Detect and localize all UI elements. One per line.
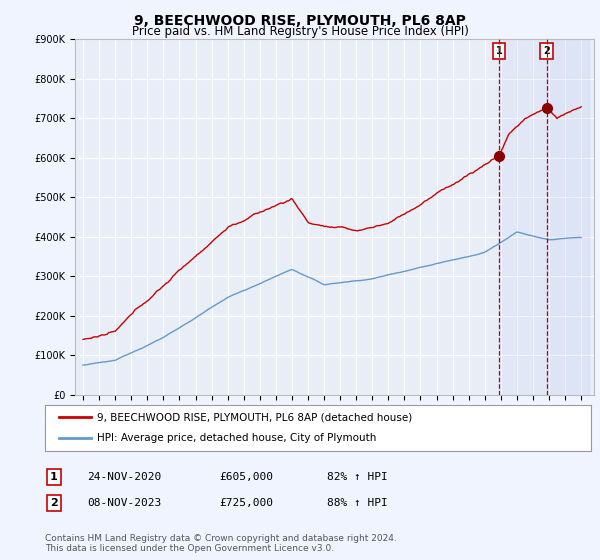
Text: 2: 2 <box>543 46 550 56</box>
Text: £605,000: £605,000 <box>219 472 273 482</box>
Bar <box>547 39 589 395</box>
Text: 1: 1 <box>50 472 58 482</box>
Text: 08-NOV-2023: 08-NOV-2023 <box>87 498 161 508</box>
Text: 2: 2 <box>50 498 58 508</box>
Text: 24-NOV-2020: 24-NOV-2020 <box>87 472 161 482</box>
Text: HPI: Average price, detached house, City of Plymouth: HPI: Average price, detached house, City… <box>97 433 376 444</box>
Text: Contains HM Land Registry data © Crown copyright and database right 2024.
This d: Contains HM Land Registry data © Crown c… <box>45 534 397 553</box>
Text: £725,000: £725,000 <box>219 498 273 508</box>
Text: 9, BEECHWOOD RISE, PLYMOUTH, PL6 8AP (detached house): 9, BEECHWOOD RISE, PLYMOUTH, PL6 8AP (de… <box>97 412 412 422</box>
Text: 88% ↑ HPI: 88% ↑ HPI <box>327 498 388 508</box>
Text: 82% ↑ HPI: 82% ↑ HPI <box>327 472 388 482</box>
Text: Price paid vs. HM Land Registry's House Price Index (HPI): Price paid vs. HM Land Registry's House … <box>131 25 469 38</box>
Bar <box>499 39 547 395</box>
Text: 1: 1 <box>496 46 503 56</box>
Bar <box>547 39 589 395</box>
Text: 9, BEECHWOOD RISE, PLYMOUTH, PL6 8AP: 9, BEECHWOOD RISE, PLYMOUTH, PL6 8AP <box>134 14 466 28</box>
